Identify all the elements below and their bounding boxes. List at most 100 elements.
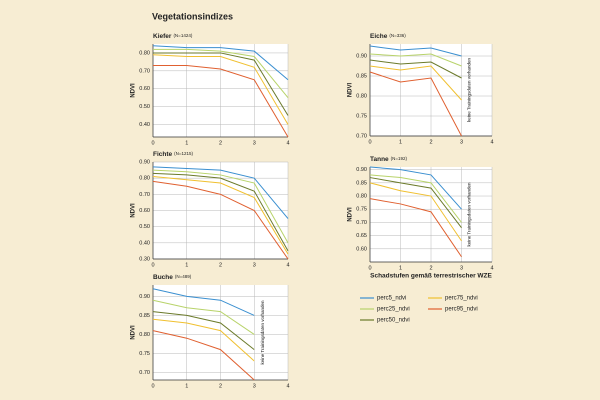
panel-subtitle: (N=1215) xyxy=(174,151,193,156)
annotation: keine Trainingsdaten vorhanden xyxy=(260,300,265,365)
x-tick-label: 1 xyxy=(399,139,402,145)
series-line xyxy=(369,71,462,137)
y-tick-label: 0.65 xyxy=(356,233,367,239)
x-tick-label: 3 xyxy=(253,140,256,146)
panel-title-name: Eiche xyxy=(370,33,388,40)
series-line xyxy=(152,54,289,125)
series-line xyxy=(369,45,462,57)
x-tick-label: 0 xyxy=(151,383,154,389)
y-tick-label: 0.60 xyxy=(356,246,367,252)
y-tick-label: 0.90 xyxy=(356,53,367,59)
x-tick-label: 2 xyxy=(219,262,222,268)
legend-label: perc50_ndvi xyxy=(377,318,410,324)
x-tick-label: 4 xyxy=(286,262,289,268)
annotation: keine Trainingsdaten vorhanden xyxy=(466,182,471,247)
panel-subtitle: (N=192) xyxy=(391,156,408,161)
y-tick-label: 0.75 xyxy=(356,207,367,213)
panel-subtitle: (N=1424) xyxy=(173,33,192,38)
y-tick-label: 0.75 xyxy=(139,351,150,357)
series-line xyxy=(152,172,289,252)
panel-title: Eiche (N=336) xyxy=(370,33,406,40)
x-tick-label: 2 xyxy=(219,383,222,389)
y-tick-label: 0.85 xyxy=(139,313,150,319)
x-tick-label: 2 xyxy=(219,140,222,146)
x-tick-label: 0 xyxy=(368,265,371,271)
y-tick-label: 0.70 xyxy=(356,133,367,139)
panel-title-name: Tanne xyxy=(370,156,389,163)
series-line xyxy=(153,64,289,138)
y-tick-label: 0.70 xyxy=(139,192,150,198)
series-line xyxy=(369,166,462,210)
series-line xyxy=(152,166,289,219)
y-axis-label: NDVI xyxy=(131,203,137,218)
series-line xyxy=(153,48,289,98)
y-tick-label: 0.30 xyxy=(139,256,150,262)
y-tick-label: 0.80 xyxy=(356,193,367,199)
series-line xyxy=(152,169,289,244)
series-line xyxy=(152,318,255,362)
x-tick-label: 4 xyxy=(286,140,289,146)
y-tick-label: 0.80 xyxy=(139,332,150,338)
y-tick-label: 0.50 xyxy=(139,224,150,230)
y-axis-label: NDVI xyxy=(348,207,354,222)
x-tick-label: 3 xyxy=(460,265,463,271)
panel-title: Fichte (N=1215) xyxy=(153,151,194,158)
x-tick-label: 2 xyxy=(429,265,432,271)
panel-title-name: Fichte xyxy=(153,151,173,158)
legend-label: perc75_ndvi xyxy=(445,296,478,302)
page-title: Vegetationsindizes xyxy=(152,11,233,21)
y-tick-label: 0.60 xyxy=(139,208,150,214)
series-line xyxy=(369,198,462,258)
panel-title: Kiefer (N=1424) xyxy=(153,33,193,40)
panel-subtitle: (N=489) xyxy=(175,274,192,279)
panel-subtitle: (N=336) xyxy=(389,33,406,38)
y-tick-label: 0.80 xyxy=(356,93,367,99)
series-line xyxy=(369,59,462,79)
x-tick-label: 1 xyxy=(185,383,188,389)
y-tick-label: 0.70 xyxy=(356,220,367,226)
series-line xyxy=(153,52,289,116)
series-line xyxy=(369,177,462,228)
y-tick-label: 0.40 xyxy=(139,240,150,246)
series-line xyxy=(152,288,255,316)
y-tick-label: 0.75 xyxy=(356,113,367,119)
legend-label: perc95_ndvi xyxy=(445,307,478,313)
series-line xyxy=(369,53,462,67)
x-tick-label: 3 xyxy=(253,383,256,389)
x-tick-label: 1 xyxy=(399,265,402,271)
series-line xyxy=(152,299,255,335)
panel-title-name: Kiefer xyxy=(153,33,172,40)
series-line xyxy=(369,182,462,242)
x-tick-label: 3 xyxy=(460,139,463,145)
legend-label: perc5_ndvi xyxy=(377,296,406,302)
x-tick-label: 0 xyxy=(368,139,371,145)
y-tick-label: 0.60 xyxy=(139,86,150,92)
panel-title: Tanne (N=192) xyxy=(370,156,408,163)
y-axis-label: NDVI xyxy=(131,83,137,98)
legend-label: perc25_ndvi xyxy=(377,307,410,313)
y-tick-label: 0.90 xyxy=(139,159,150,165)
x-tick-label: 4 xyxy=(490,139,493,145)
x-tick-label: 0 xyxy=(151,262,154,268)
panel-title-name: Buche xyxy=(153,274,173,281)
x-tick-label: 1 xyxy=(185,262,188,268)
x-tick-label: 4 xyxy=(286,383,289,389)
x-tick-label: 2 xyxy=(429,139,432,145)
y-tick-label: 0.50 xyxy=(139,104,150,110)
x-tick-label: 1 xyxy=(185,140,188,146)
panel-title: Buche (N=489) xyxy=(153,274,192,281)
x-tick-label: 3 xyxy=(253,262,256,268)
y-tick-label: 0.85 xyxy=(356,180,367,186)
y-axis-label: NDVI xyxy=(131,325,137,340)
series-line xyxy=(369,65,462,101)
y-tick-label: 0.85 xyxy=(356,73,367,79)
y-axis-label: NDVI xyxy=(348,83,354,98)
x-tick-label: 4 xyxy=(490,265,493,271)
series-line xyxy=(152,330,255,381)
series-line xyxy=(152,176,289,255)
x-tick-label: 0 xyxy=(151,140,154,146)
y-tick-label: 0.90 xyxy=(356,167,367,173)
series-line xyxy=(152,180,289,260)
y-tick-label: 0.90 xyxy=(139,294,150,300)
